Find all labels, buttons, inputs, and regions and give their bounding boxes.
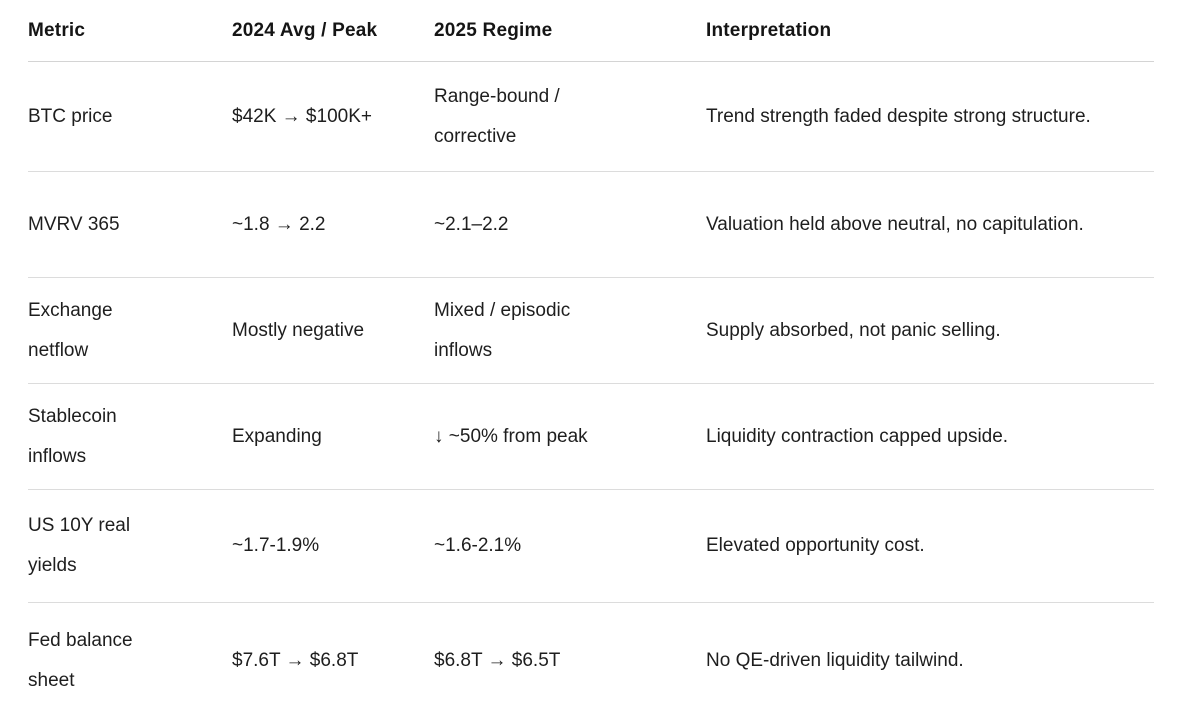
table-row: US 10Y real yields ~1.7-1.9% ~1.6-2.1% E…: [28, 490, 1154, 603]
regime-cell: ~1.6-2.1%: [434, 535, 522, 556]
regime-cell: Mixed / episodic inflows: [434, 299, 571, 361]
regime-cell: ↓ ~50% from peak: [434, 425, 588, 447]
avg-peak-cell: Mostly negative: [232, 319, 365, 341]
avg-peak-cell: $42K → $100K+: [232, 105, 372, 127]
avg-peak-cell: ~1.7-1.9%: [232, 535, 320, 556]
table-row: Stablecoin inflows Expanding ↓ ~50% from…: [28, 384, 1154, 490]
interpretation-cell: Trend strength faded despite strong stru…: [706, 105, 1091, 127]
interpretation-cell: Elevated opportunity cost.: [706, 535, 925, 556]
metric-cell: MVRV 365: [28, 213, 120, 235]
interpretation-cell: Valuation held above neutral, no capitul…: [706, 213, 1084, 235]
column-header-interpretation: Interpretation: [706, 19, 832, 41]
column-header-2024-avg-peak: 2024 Avg / Peak: [232, 19, 378, 41]
avg-peak-cell: ~1.8 → 2.2: [232, 213, 326, 235]
table-row: MVRV 365 ~1.8 → 2.2 ~2.1–2.2 Valuation h…: [28, 172, 1154, 278]
metric-cell: BTC price: [28, 105, 113, 127]
metrics-comparison-table: Metric 2024 Avg / Peak 2025 Regime Inter…: [28, 0, 1154, 718]
regime-cell: ~2.1–2.2: [434, 213, 509, 235]
interpretation-cell: No QE-driven liquidity tailwind.: [706, 649, 964, 671]
column-header-metric: Metric: [28, 19, 86, 41]
metric-cell: Stablecoin inflows: [28, 405, 117, 467]
table-row: Exchange netflow Mostly negative Mixed /…: [28, 278, 1154, 384]
table-row: Fed balance sheet $7.6T → $6.8T $6.8T → …: [28, 603, 1154, 718]
table-row: BTC price $42K → $100K+ Range-bound / co…: [28, 62, 1154, 172]
column-header-2025-regime: 2025 Regime: [434, 19, 553, 41]
metric-cell: US 10Y real yields: [28, 515, 131, 576]
interpretation-cell: Supply absorbed, not panic selling.: [706, 319, 1001, 341]
table-header-row: Metric 2024 Avg / Peak 2025 Regime Inter…: [28, 0, 1154, 62]
regime-cell: $6.8T → $6.5T: [434, 649, 561, 671]
regime-cell: Range-bound / corrective: [434, 85, 560, 147]
avg-peak-cell: Expanding: [232, 425, 322, 447]
avg-peak-cell: $7.6T → $6.8T: [232, 649, 359, 671]
metric-cell: Fed balance sheet: [28, 629, 133, 691]
interpretation-cell: Liquidity contraction capped upside.: [706, 425, 1009, 447]
metric-cell: Exchange netflow: [28, 299, 113, 361]
